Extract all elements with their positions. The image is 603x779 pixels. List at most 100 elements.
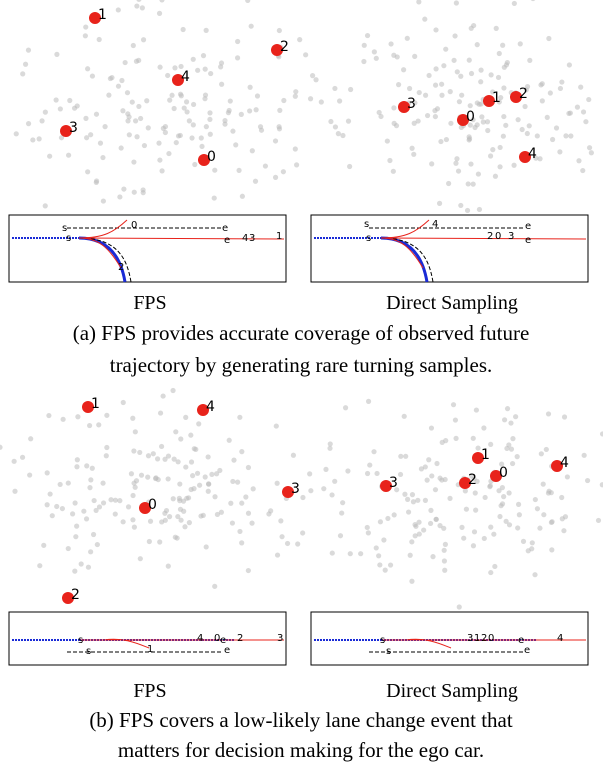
sample-dot — [424, 477, 430, 483]
selected-point — [519, 151, 531, 163]
sample-dot — [466, 136, 473, 142]
selected-point — [282, 486, 294, 498]
sample-dot — [140, 37, 147, 43]
sample-dot — [421, 527, 427, 533]
sample-dot — [130, 517, 136, 523]
selected-point — [89, 12, 101, 24]
sample-dot — [475, 445, 481, 451]
sample-dot — [553, 125, 560, 131]
sample-dot — [424, 112, 431, 119]
sample-dot — [235, 38, 241, 45]
sample-dot — [181, 508, 187, 514]
trajectory-label: 3 — [508, 231, 514, 242]
sample-dot — [145, 474, 151, 480]
sample-dot — [131, 159, 137, 165]
sample-dot — [131, 448, 137, 454]
sample-dot — [524, 84, 531, 90]
sample-dot — [88, 477, 94, 483]
sample-dot — [384, 138, 390, 144]
sample-dot — [385, 515, 391, 522]
sample-dot — [192, 161, 198, 168]
sample-dot — [433, 27, 439, 33]
sample-dot — [22, 61, 29, 67]
sample-dot — [73, 534, 79, 540]
pred-up — [380, 219, 430, 239]
sample-dot — [492, 563, 498, 570]
sample-dot — [222, 121, 228, 127]
sample-dot — [245, 510, 252, 516]
sample-dot — [451, 57, 457, 63]
sample-dot — [328, 118, 334, 125]
trajectory-label: e — [525, 221, 531, 232]
sample-dot — [559, 79, 565, 85]
sample-dot — [178, 517, 184, 523]
sample-dot — [544, 114, 550, 121]
sample-dot — [458, 124, 464, 131]
sample-dot — [321, 486, 327, 492]
sample-dot — [441, 547, 447, 553]
sample-dot — [461, 535, 467, 541]
sample-dot — [501, 85, 507, 91]
sample-dot — [115, 7, 121, 13]
sample-dot — [89, 465, 95, 471]
sample-dot — [520, 538, 527, 544]
trajectory-label: e — [525, 235, 531, 246]
sample-dot — [147, 518, 154, 524]
selected-point — [60, 125, 72, 137]
sample-dot — [218, 509, 225, 515]
sample-dot — [439, 92, 445, 98]
sample-dot — [230, 478, 236, 485]
sample-dot — [506, 522, 513, 528]
sample-dot — [47, 153, 53, 159]
sample-dot — [563, 133, 569, 139]
sample-dot — [233, 142, 239, 148]
selected-point — [457, 114, 469, 126]
sample-dot — [83, 115, 89, 121]
sample-dot — [85, 169, 91, 175]
sample-dot — [44, 470, 50, 476]
sample-dot — [93, 507, 99, 514]
sample-dot — [490, 147, 496, 153]
sample-dot — [262, 163, 269, 169]
sample-dot — [178, 436, 184, 442]
sample-dot — [327, 441, 333, 447]
sample-dot — [397, 471, 404, 478]
sample-dot — [345, 118, 352, 124]
sample-dot — [112, 511, 118, 517]
sample-dot — [134, 134, 140, 140]
sample-dot — [83, 24, 89, 30]
selected-point — [490, 470, 502, 482]
sample-dot — [454, 156, 460, 162]
sample-dot — [470, 543, 477, 549]
sample-dot — [365, 530, 371, 536]
sample-dot — [430, 554, 436, 560]
sample-dot — [193, 446, 199, 452]
trajectory-label: s — [386, 646, 391, 657]
sample-dot — [378, 113, 384, 120]
sample-dot — [202, 474, 208, 480]
sample-dot — [131, 524, 137, 530]
sample-dot — [342, 405, 349, 411]
sample-dot — [90, 531, 97, 538]
sample-dot — [93, 178, 100, 184]
sample-dot — [66, 152, 72, 158]
sample-dot — [559, 494, 565, 501]
sample-dot — [166, 514, 173, 520]
sample-dot — [422, 92, 429, 98]
sample-dot — [584, 477, 591, 484]
sample-dot — [404, 35, 410, 41]
sample-dot — [599, 482, 603, 488]
sample-dot — [503, 518, 509, 524]
sample-dot — [332, 85, 338, 92]
sample-dot — [586, 96, 592, 103]
sample-dot — [501, 64, 507, 70]
sample-dot — [481, 535, 487, 542]
sample-dot — [178, 63, 184, 70]
sample-dot — [557, 149, 563, 155]
sample-dot — [441, 525, 447, 531]
sample-dot — [120, 108, 126, 114]
trajectory-label: 1 — [147, 644, 153, 655]
sample-dot — [416, 0, 422, 5]
sample-dot — [155, 476, 161, 483]
sample-dot — [487, 483, 493, 489]
